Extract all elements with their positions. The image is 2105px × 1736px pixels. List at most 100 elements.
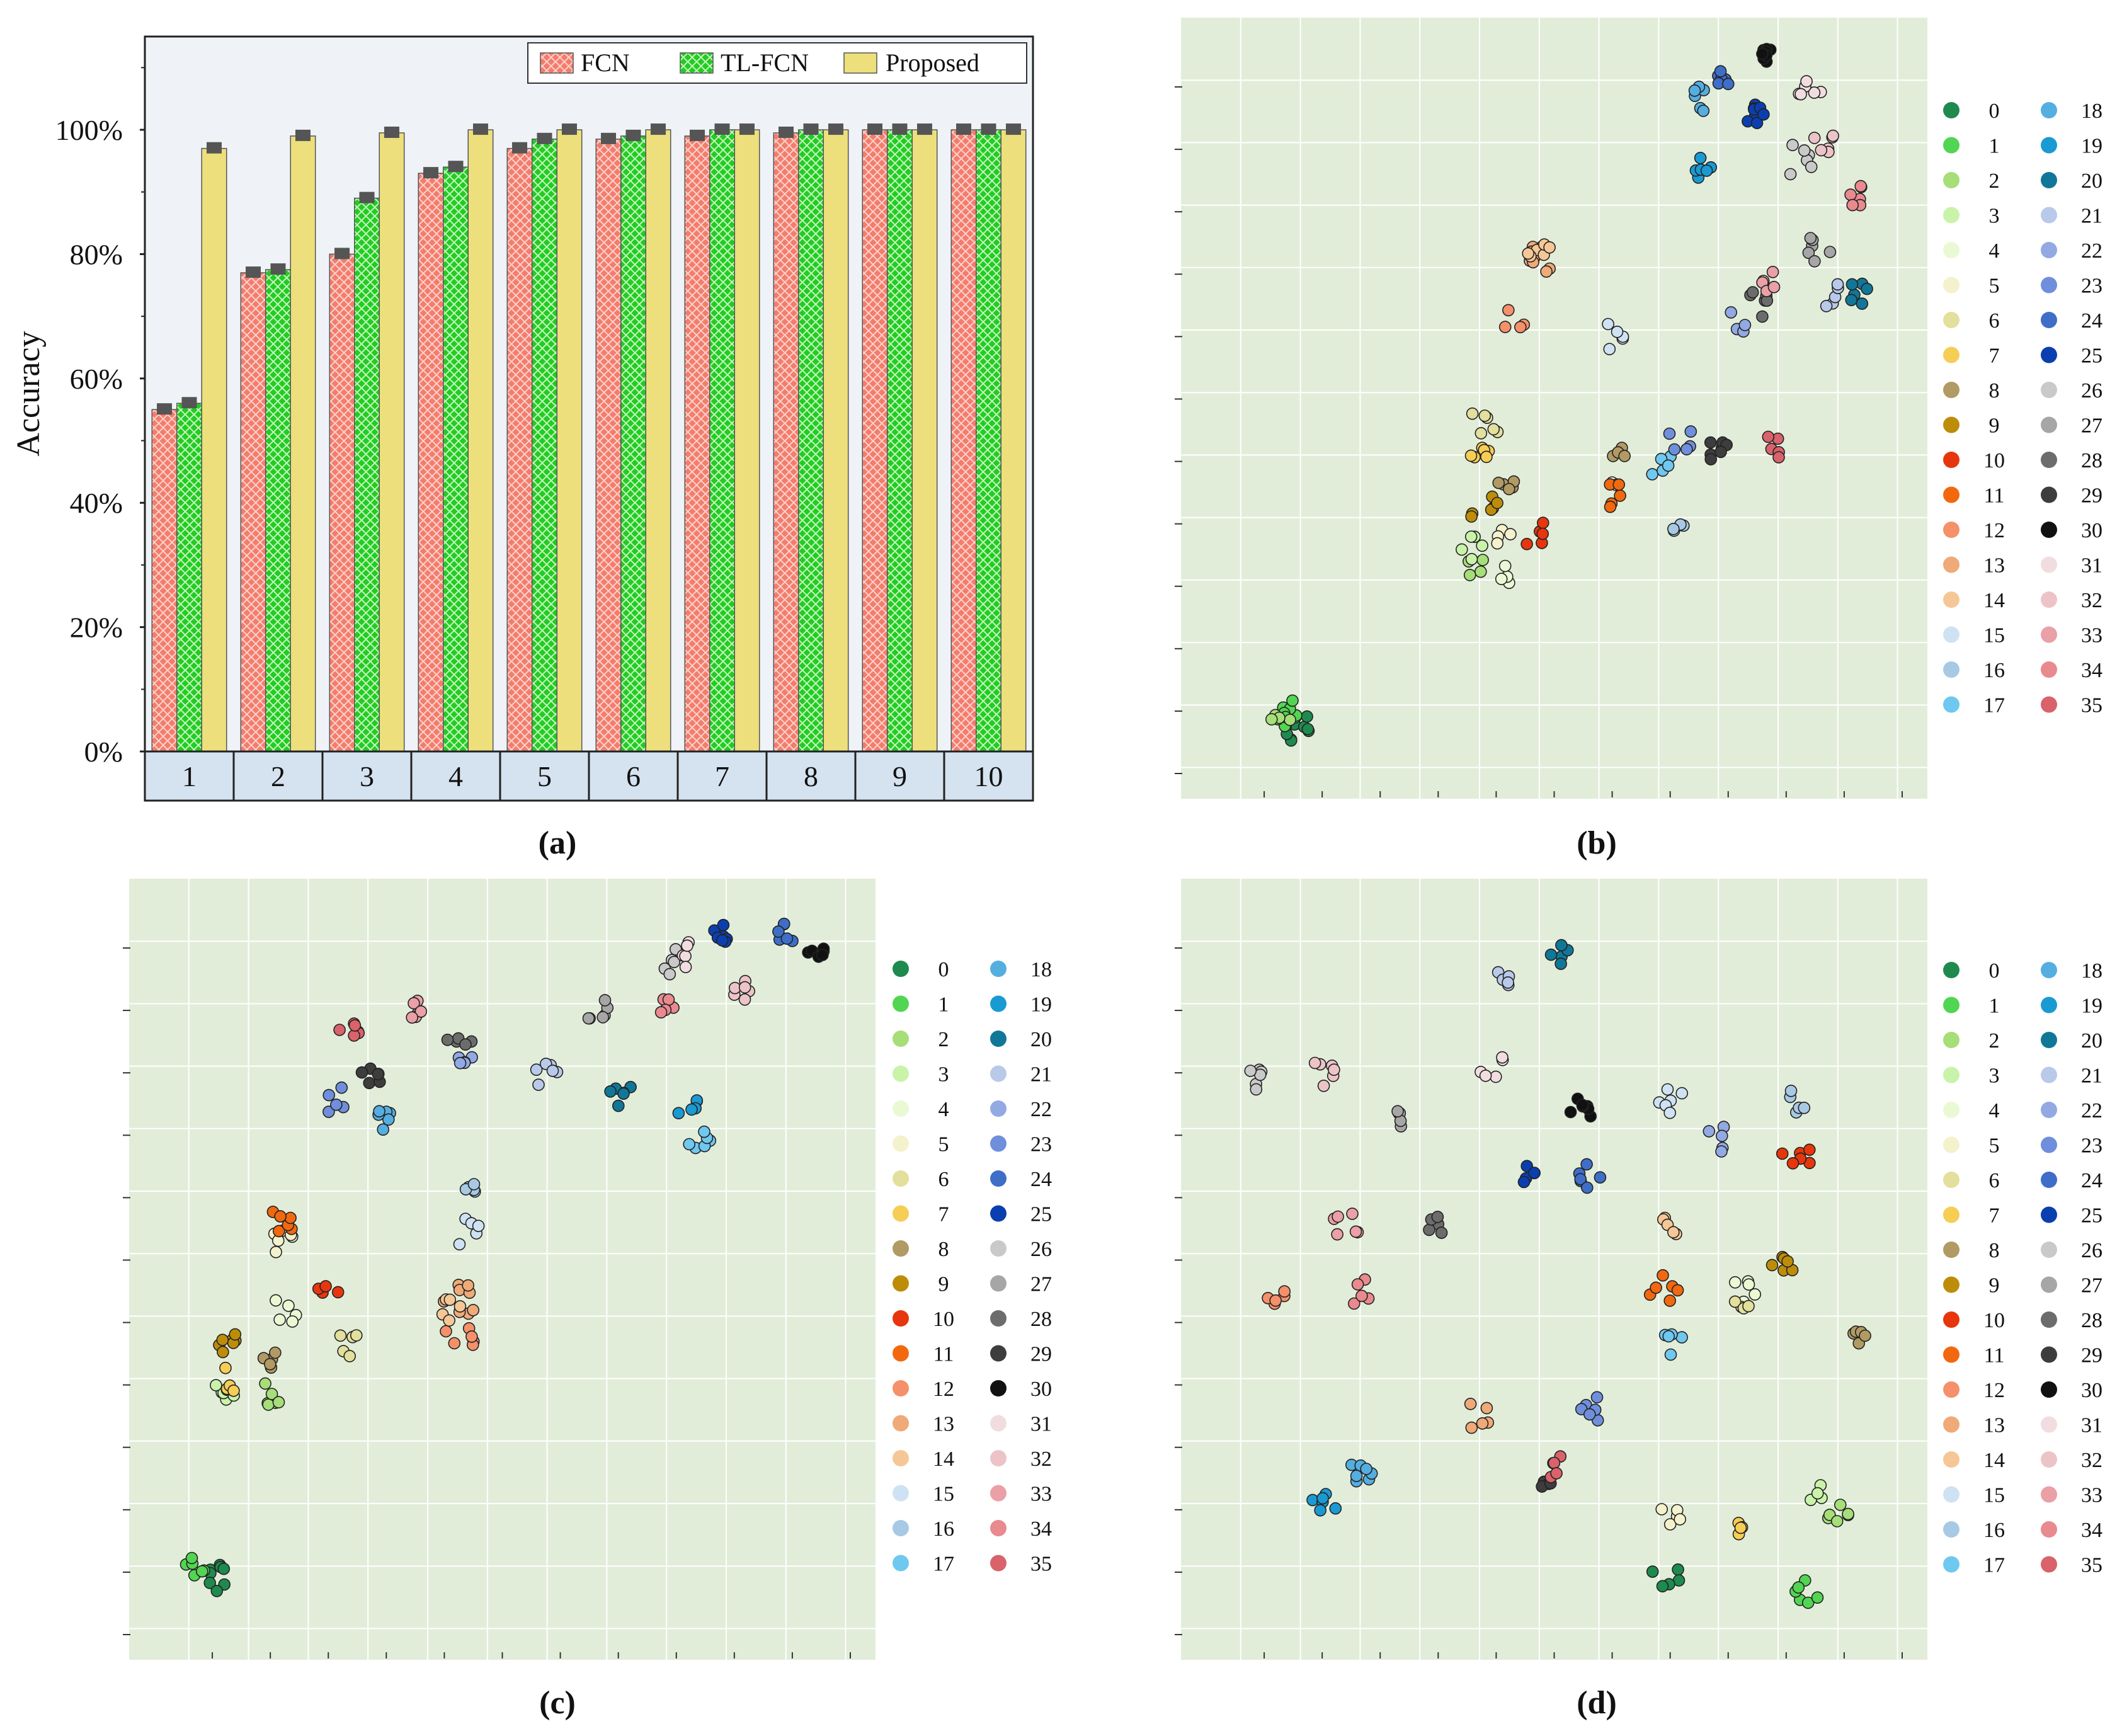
- error-bar-cap: [956, 123, 972, 135]
- x-category-cell: [499, 750, 590, 802]
- legend-label-class-28: 28: [1030, 1308, 1052, 1331]
- point-class-33: [414, 1005, 428, 1018]
- legend-label-class-9: 9: [1989, 414, 2000, 438]
- legend-marker-class-21: [2041, 1066, 2057, 1083]
- panel-a-bar-chart: 0%20%40%60%80%100% 1 2 3 4 5 6 7 8 9 10 Accuracy …: [11, 35, 1034, 861]
- legend-marker-class-35: [990, 1555, 1007, 1572]
- point-class-25: [716, 934, 729, 947]
- legend-marker-class-17: [1943, 696, 1960, 713]
- point-class-13: [1476, 1417, 1489, 1430]
- point-class-10: [1537, 517, 1549, 529]
- legend-marker-class-8: [893, 1240, 909, 1257]
- point-class-24: [1580, 1158, 1593, 1171]
- legend-label-class-18: 18: [2081, 959, 2102, 983]
- point-class-33: [1332, 1210, 1344, 1223]
- legend-label-class-26: 26: [2081, 379, 2102, 403]
- point-class-1: [1811, 1591, 1824, 1604]
- legend-label-class-2: 2: [1989, 169, 2000, 193]
- point-class-8: [269, 1346, 282, 1359]
- error-bar-cap: [472, 123, 488, 135]
- point-class-10: [319, 1280, 332, 1293]
- x-tick-label: 2: [271, 760, 285, 792]
- legend-marker-class-24: [2041, 1172, 2057, 1188]
- point-class-18: [373, 1105, 385, 1117]
- point-class-2: [259, 1377, 271, 1390]
- legend-label-class-15: 15: [1983, 1484, 2005, 1507]
- legend-marker-class-20: [990, 1031, 1007, 1047]
- error-bar-cap: [270, 263, 286, 275]
- legend-label-class-14: 14: [933, 1448, 954, 1471]
- bar-fcn: [329, 253, 355, 752]
- legend-box: [527, 42, 1027, 84]
- point-class-0: [1656, 1580, 1669, 1592]
- legend-marker-class-9: [1943, 1276, 1960, 1293]
- point-class-10: [1776, 1147, 1789, 1160]
- legend-label-class-21: 21: [1030, 1063, 1052, 1087]
- point-class-34: [1854, 180, 1867, 193]
- panel-a-legend: FCN TL-FCN Proposed: [527, 42, 1027, 84]
- error-bar-cap: [537, 132, 552, 144]
- legend-label-class-6: 6: [1989, 309, 2000, 333]
- point-class-18: [1350, 1470, 1363, 1482]
- legend-marker-class-19: [2041, 137, 2057, 154]
- x-tick-label: 4: [448, 760, 463, 792]
- point-class-12: [440, 1325, 452, 1338]
- x-category-cell: [765, 750, 857, 802]
- point-class-9: [1491, 496, 1503, 510]
- point-class-18: [1697, 105, 1710, 117]
- bar-tl-fcn: [443, 166, 469, 752]
- error-bar-cap: [157, 403, 173, 415]
- point-class-10: [1803, 1143, 1816, 1156]
- point-class-6: [1475, 426, 1488, 440]
- point-class-26: [668, 956, 680, 968]
- error-bar-cap: [334, 248, 350, 260]
- point-class-8: [1492, 476, 1505, 489]
- point-class-14: [1522, 247, 1534, 260]
- point-class-6: [1728, 1295, 1742, 1308]
- legend-label-class-26: 26: [2081, 1239, 2102, 1262]
- point-class-0: [210, 1585, 224, 1597]
- point-class-2: [1830, 1515, 1844, 1528]
- point-class-34: [654, 1006, 668, 1019]
- point-class-15: [453, 1238, 466, 1251]
- legend-marker-class-24: [990, 1170, 1007, 1187]
- legend-marker-class-15: [1943, 1486, 1960, 1503]
- point-class-6: [343, 1350, 357, 1362]
- legend-label-class-31: 31: [1030, 1413, 1052, 1436]
- legend-label-class-6: 6: [938, 1168, 949, 1191]
- legend-marker-class-6: [1943, 312, 1960, 328]
- point-class-33: [406, 1011, 419, 1024]
- error-bar-cap: [1005, 123, 1021, 135]
- point-class-34: [1351, 1278, 1364, 1291]
- bar-tl-fcn: [354, 197, 380, 752]
- panel-a-x-axis-cells: 1 2 3 4 5 6 7 8 9 10: [144, 750, 1034, 802]
- legend-marker-class-3: [1943, 207, 1960, 224]
- legend-marker-class-29: [2041, 486, 2057, 503]
- point-class-18: [1360, 1463, 1372, 1475]
- point-class-32: [1308, 1056, 1321, 1070]
- legend-label-class-23: 23: [2081, 1134, 2102, 1158]
- error-bar-cap: [384, 126, 399, 138]
- panel-b-axis-ticks: [1175, 86, 1903, 797]
- error-bar-cap: [916, 123, 932, 135]
- legend-label-class-12: 12: [1983, 519, 2005, 542]
- point-class-29: [355, 1066, 368, 1079]
- legend-label-class-32: 32: [2081, 589, 2102, 612]
- x-category-cell: [588, 750, 679, 802]
- legend-label-class-1: 1: [1989, 135, 2000, 158]
- x-tick-label: 8: [804, 760, 818, 792]
- point-class-23: [1668, 443, 1681, 456]
- point-class-30: [1756, 47, 1769, 60]
- point-class-35: [1548, 1456, 1561, 1470]
- legend-label-class-17: 17: [933, 1553, 954, 1576]
- point-class-5: [1663, 1518, 1677, 1531]
- point-class-11: [1604, 500, 1617, 513]
- legend-marker-class-2: [893, 1031, 909, 1047]
- point-class-6: [334, 1329, 347, 1342]
- legend-marker-class-2: [1943, 172, 1960, 188]
- point-class-26: [1250, 1083, 1263, 1096]
- point-class-4: [1495, 573, 1508, 585]
- point-class-11: [1650, 1281, 1662, 1294]
- point-class-22: [1738, 319, 1752, 331]
- error-bar-cap: [803, 123, 819, 135]
